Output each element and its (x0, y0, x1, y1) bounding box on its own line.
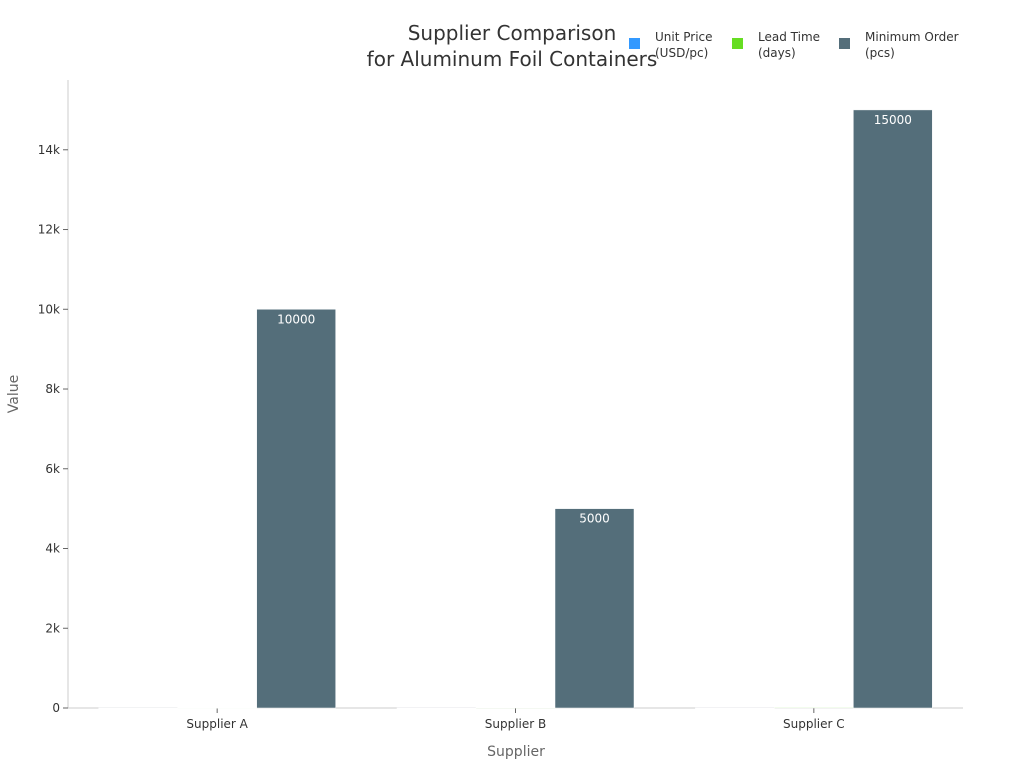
legend-swatch (629, 38, 640, 49)
bar-1-0 (177, 707, 257, 709)
chart-title-line1: Supplier Comparison (408, 21, 617, 45)
x-tick-label: Supplier A (186, 717, 248, 731)
y-axis-label: Value (6, 375, 22, 413)
legend-label: Minimum Order (865, 30, 959, 44)
bar-0-1 (396, 707, 477, 709)
bar-2-0 (256, 309, 336, 709)
bar-2-1 (554, 508, 635, 709)
x-tick-label: Supplier C (783, 717, 845, 731)
legend-label: (USD/pc) (655, 46, 708, 60)
y-tick-label: 8k (45, 382, 60, 396)
y-tick-label: 6k (45, 462, 60, 476)
legend-label: Unit Price (655, 30, 713, 44)
bar-data-label: 5000 (579, 512, 610, 526)
legend-swatch (839, 38, 850, 49)
legend-label: (pcs) (865, 46, 895, 60)
legend-label: (days) (758, 46, 796, 60)
chart-title-line2: for Aluminum Foil Containers (367, 47, 658, 71)
y-tick-label: 12k (38, 223, 60, 237)
y-tick-label: 4k (45, 542, 60, 556)
y-tick-label: 10k (38, 302, 60, 316)
y-tick-label: 2k (45, 621, 60, 635)
bar-1-1 (475, 707, 556, 709)
legend-swatch (732, 38, 743, 49)
bar-2-2 (853, 109, 933, 709)
y-tick-label: 0 (52, 701, 60, 715)
legend-label: Lead Time (758, 30, 820, 44)
x-tick-label: Supplier B (485, 717, 547, 731)
bar-1-2 (774, 707, 854, 709)
y-tick-label: 14k (38, 143, 60, 157)
bar-0-2 (695, 707, 775, 709)
x-axis-label: Supplier (487, 744, 545, 760)
bar-data-label: 10000 (277, 312, 315, 326)
bar-data-label: 15000 (874, 113, 912, 127)
bar-0-0 (98, 707, 178, 709)
